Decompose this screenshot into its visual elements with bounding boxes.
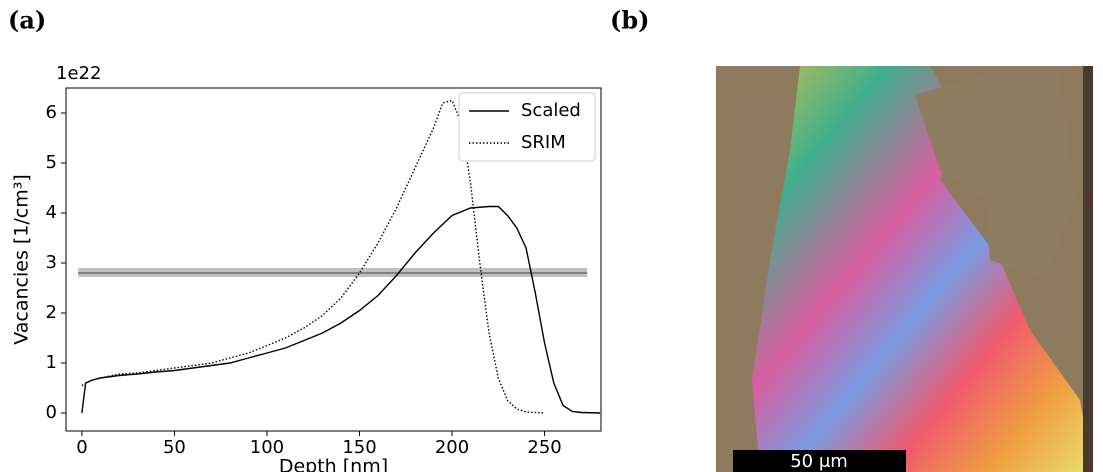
y-tick-label: 0 <box>46 402 57 423</box>
x-tick-label: 250 <box>527 437 561 458</box>
panel-label: (b) <box>610 6 650 35</box>
x-tick-label: 200 <box>435 437 469 458</box>
y-axis-label: Vacancies [1/cm³] <box>11 174 33 345</box>
image-film <box>752 66 1093 472</box>
y-tick-label: 1 <box>46 352 57 373</box>
x-tick-label: 0 <box>76 437 87 458</box>
legend-box <box>458 92 596 162</box>
offset-label: 1e22 <box>56 63 101 84</box>
scale-bar <box>733 450 906 472</box>
y-tick-label: 4 <box>46 202 57 223</box>
x-axis-label: Depth [nm] <box>279 456 388 472</box>
x-tick-label: 150 <box>342 437 376 458</box>
x-tick-label: 50 <box>163 437 186 458</box>
x-tick-label: 100 <box>250 437 284 458</box>
scale-bar-label: 50 μm <box>790 451 848 472</box>
image-edge <box>1083 66 1093 472</box>
y-tick-label: 2 <box>46 302 57 323</box>
plot: 0 50 100 150 200 250 0 1 2 3 4 5 6 1e22 Depth [nm] Vaca… <box>11 63 602 472</box>
legend-label: Scaled <box>521 100 581 121</box>
y-tick-label: 3 <box>46 252 57 273</box>
y-tick-label: 5 <box>46 152 57 173</box>
micrograph: 50 μm <box>716 66 1093 472</box>
panel-label: (a) <box>8 6 46 35</box>
legend-label: SRIM <box>521 132 566 153</box>
image-region <box>915 70 1075 280</box>
series-line <box>81 205 601 414</box>
series-line <box>81 99 545 414</box>
axes-frame <box>65 87 602 432</box>
y-tick-label: 6 <box>46 102 57 123</box>
